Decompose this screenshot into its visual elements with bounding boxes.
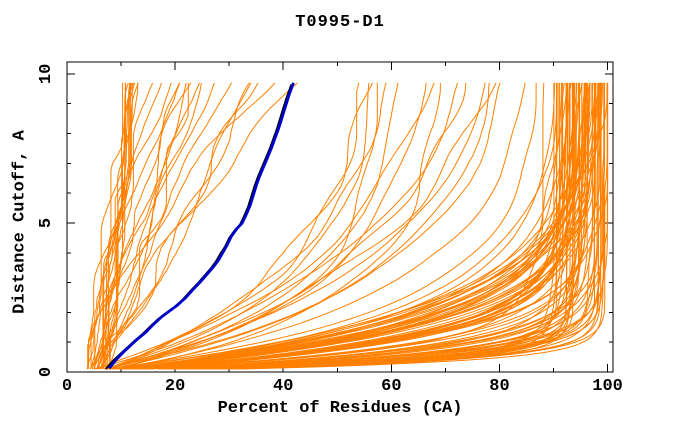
model-curve-converged-high-scoring: [215, 82, 575, 370]
model-curve-converged-high-scoring: [119, 82, 588, 370]
model-curve-low-scoring-steep: [96, 82, 139, 369]
model-curve-mid-scoring: [108, 82, 360, 370]
model-curve-converged-high-scoring: [124, 82, 600, 370]
model-curve-low-scoring-steep: [107, 82, 132, 369]
model-curve-low-scoring-steep: [93, 82, 215, 370]
model-curve-mid-scoring: [104, 82, 399, 370]
model-curve-converged-high-scoring: [123, 82, 572, 370]
model-curve-converged-high-scoring: [150, 82, 567, 370]
model-curve-low-scoring-steep: [94, 82, 132, 369]
model-curve-mid-scoring: [112, 82, 373, 370]
plot-border: [66, 61, 614, 373]
tick-label: 5: [37, 218, 56, 228]
axis-tick-labels: 0 20 40 60 80 100 0 5 10: [37, 64, 623, 396]
tick-label: 80: [489, 377, 509, 396]
tick-label: 40: [273, 377, 293, 396]
tick-label: 10: [37, 64, 56, 84]
tick-label: 0: [37, 367, 56, 377]
model-curve-low-scoring-steep: [90, 82, 276, 370]
model-curve-converged-high-scoring: [133, 82, 603, 370]
model-curve-mid-scoring: [105, 82, 486, 370]
model-curve-converged-high-scoring: [130, 82, 558, 370]
highlight-curves: [105, 82, 295, 370]
model-curve-converged-high-scoring: [138, 82, 569, 370]
model-curve-low-scoring-steep: [97, 82, 181, 370]
model-curve-converged-high-scoring: [113, 82, 591, 370]
model-curve-mid-scoring: [106, 82, 435, 370]
model-curve-converged-high-scoring: [199, 82, 602, 370]
model-curve-converged-high-scoring: [108, 82, 537, 370]
model-curve-low-scoring-steep: [86, 82, 181, 370]
model-curve-mid-scoring: [106, 82, 378, 370]
model-curve-low-scoring-steep: [102, 82, 127, 370]
model-curve-low-scoring-steep: [101, 82, 189, 370]
model-curve-converged-high-scoring: [145, 82, 573, 370]
model-curve-mid-scoring: [111, 82, 490, 370]
axis-ticks: [66, 62, 613, 373]
model-curve-converged-high-scoring: [183, 82, 568, 370]
model-curves: [86, 82, 609, 370]
model-curve-mid-scoring: [118, 82, 526, 370]
model-curve-mid-scoring: [96, 82, 459, 370]
tick-label: 100: [592, 377, 623, 396]
model-curve-low-scoring-steep: [97, 82, 192, 370]
model-curve-low-scoring-steep: [87, 82, 134, 369]
y-axis-title: Distance Cutoff, A: [10, 130, 30, 314]
chart-title: T0995-D1: [295, 13, 385, 32]
model-curve-low-scoring-steep: [109, 82, 154, 369]
tick-label: 0: [62, 377, 72, 396]
model-curve-converged-high-scoring: [140, 82, 601, 370]
model-curve-low-scoring-steep: [88, 82, 172, 369]
x-axis-title: Percent of Residues (CA): [217, 399, 463, 418]
model-curve-converged-high-scoring: [166, 82, 594, 370]
model-curve-converged-high-scoring: [123, 82, 561, 370]
model-curve-converged-high-scoring: [180, 82, 595, 370]
model-curve-mid-scoring: [118, 82, 467, 370]
model-curve-mid-scoring: [94, 82, 387, 370]
model-curve-low-scoring-steep: [93, 82, 133, 370]
tick-label: 20: [165, 377, 185, 396]
tick-label: 60: [381, 377, 401, 396]
highlighted-model-blue: [108, 82, 295, 370]
model-curve-low-scoring-steep: [89, 82, 202, 370]
model-curve-converged-high-scoring: [239, 82, 605, 370]
